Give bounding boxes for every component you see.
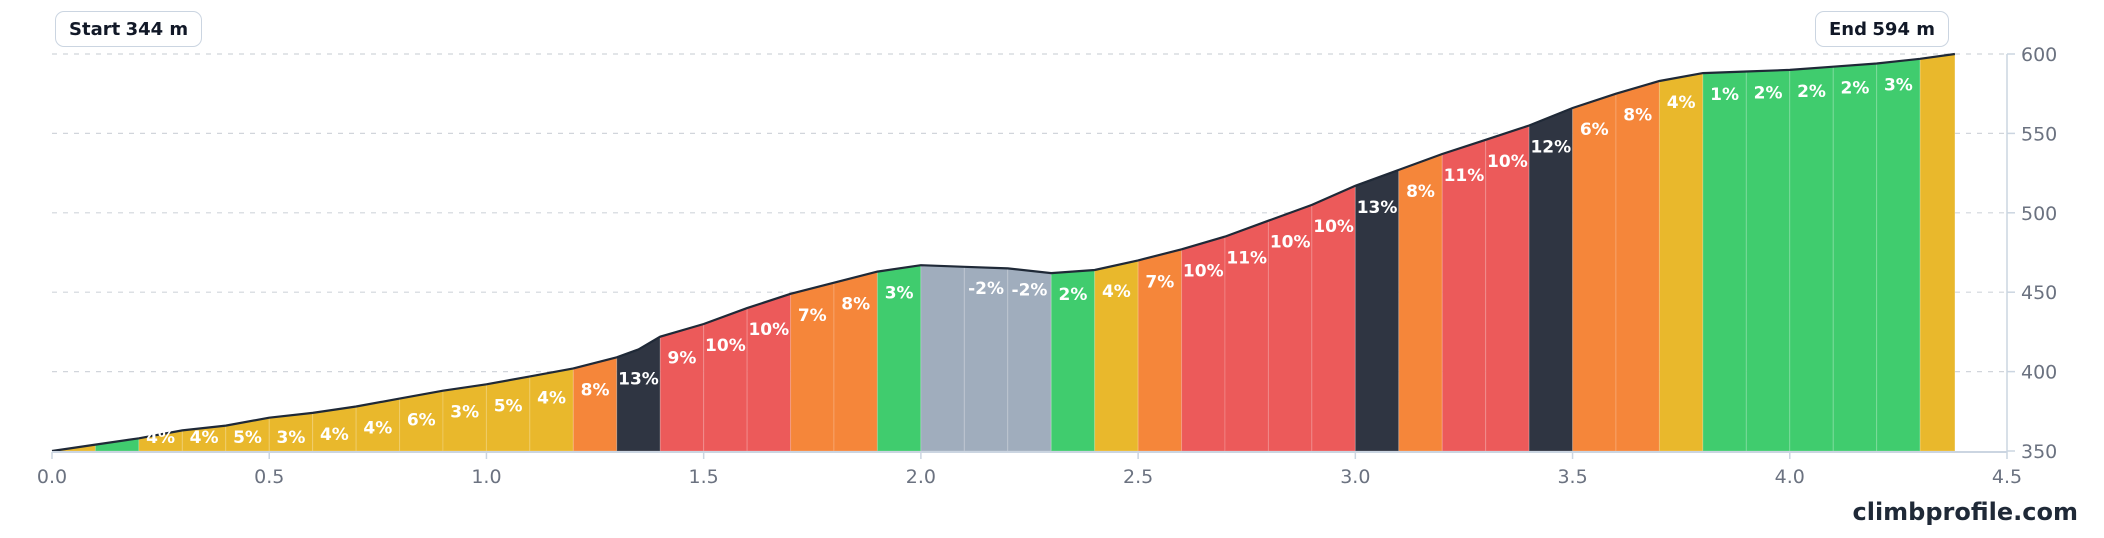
segment-35 xyxy=(1572,93,1617,452)
gradient-label: 11% xyxy=(1444,166,1485,186)
gradient-label: 4% xyxy=(1667,93,1696,113)
segment-15 xyxy=(703,307,748,452)
gradient-label: 2% xyxy=(1797,82,1826,102)
gradient-label: 4% xyxy=(320,425,349,445)
gradient-label: 1% xyxy=(1710,85,1739,105)
segment-34 xyxy=(1528,107,1574,452)
gradient-label: 8% xyxy=(581,380,610,400)
y-tick-label: 500 xyxy=(2021,203,2057,225)
gradient-label: 9% xyxy=(668,349,697,369)
gradient-label: 13% xyxy=(618,369,659,389)
gradient-label: -2% xyxy=(1012,280,1048,300)
gradient-label: 2% xyxy=(1841,79,1870,99)
x-tick-label: 2.0 xyxy=(906,466,936,488)
y-tick-label: 550 xyxy=(2021,123,2057,145)
gradient-label: 10% xyxy=(1183,261,1224,281)
gradient-label: 13% xyxy=(1357,198,1398,218)
x-tick-label: 1.5 xyxy=(689,466,719,488)
start-label: Start xyxy=(69,18,121,40)
segment-14 xyxy=(659,323,705,452)
start-elevation-badge: Start 344 m xyxy=(55,11,203,47)
segment-38 xyxy=(1702,70,1747,452)
site-watermark: climbprofile.com xyxy=(1852,498,2078,526)
gradient-label: 5% xyxy=(494,396,523,416)
x-tick-label: 3.0 xyxy=(1340,466,1370,488)
segment-39 xyxy=(1745,69,1791,452)
x-tick-label: 0.0 xyxy=(37,466,67,488)
gradient-label: 10% xyxy=(705,336,746,356)
gradient-label: 2% xyxy=(1754,83,1783,103)
gradient-label: 3% xyxy=(277,428,306,448)
gradient-label: 10% xyxy=(1313,217,1354,237)
segment-11 xyxy=(529,367,574,452)
gradient-label: 4% xyxy=(363,419,392,439)
segment-43 xyxy=(1919,53,1956,452)
gradient-label: 4% xyxy=(537,388,566,408)
x-tick-label: 4.0 xyxy=(1775,466,1805,488)
gradient-label: 8% xyxy=(1623,106,1652,126)
gradient-label: 6% xyxy=(407,411,436,431)
end-elevation-badge: End 594 m xyxy=(1815,11,1949,47)
gradient-label: 2% xyxy=(1059,285,1088,305)
segment-37 xyxy=(1658,72,1704,452)
segment-41 xyxy=(1832,62,1878,452)
y-tick-label: 450 xyxy=(2021,282,2057,304)
segment-12 xyxy=(572,356,618,452)
x-tick-label: 0.5 xyxy=(254,466,284,488)
segment-36 xyxy=(1615,80,1660,452)
gradient-label: 7% xyxy=(798,306,827,326)
gradient-label: 3% xyxy=(885,284,914,304)
gradient-label: 8% xyxy=(1406,182,1435,202)
gradient-label: 12% xyxy=(1530,137,1571,157)
gradient-label: 11% xyxy=(1226,249,1267,269)
segment-16 xyxy=(746,293,792,452)
gradient-label: 4% xyxy=(190,428,219,448)
segment-40 xyxy=(1789,66,1834,452)
gradient-label: 4% xyxy=(1102,282,1131,302)
x-tick-label: 4.5 xyxy=(1992,466,2022,488)
x-tick-label: 1.0 xyxy=(471,466,501,488)
segment-42 xyxy=(1876,58,1921,452)
end-value: 594 m xyxy=(1872,18,1935,40)
segment-32 xyxy=(1441,139,1487,452)
gradient-label: 4% xyxy=(146,428,175,448)
gradient-label: 10% xyxy=(748,320,789,340)
gradient-label: 10% xyxy=(1270,233,1311,253)
segment-33 xyxy=(1485,124,1530,452)
segment-20 xyxy=(920,264,965,452)
y-tick-label: 600 xyxy=(2021,44,2057,66)
gradient-label: 5% xyxy=(233,428,262,448)
y-tick-label: 400 xyxy=(2021,362,2057,384)
gradient-label: 3% xyxy=(1884,76,1913,96)
end-label: End xyxy=(1829,18,1867,40)
gradient-label: 7% xyxy=(1145,272,1174,292)
gradient-label: 10% xyxy=(1487,152,1528,172)
gradient-label: 8% xyxy=(841,295,870,315)
start-value: 344 m xyxy=(125,18,189,40)
x-tick-label: 2.5 xyxy=(1123,466,1153,488)
gradient-label: -2% xyxy=(968,279,1004,299)
gradient-label: 3% xyxy=(450,403,479,423)
y-tick-label: 350 xyxy=(2021,441,2057,463)
x-tick-label: 3.5 xyxy=(1557,466,1587,488)
profile-outline xyxy=(51,52,1956,453)
gradient-label: 6% xyxy=(1580,120,1609,140)
